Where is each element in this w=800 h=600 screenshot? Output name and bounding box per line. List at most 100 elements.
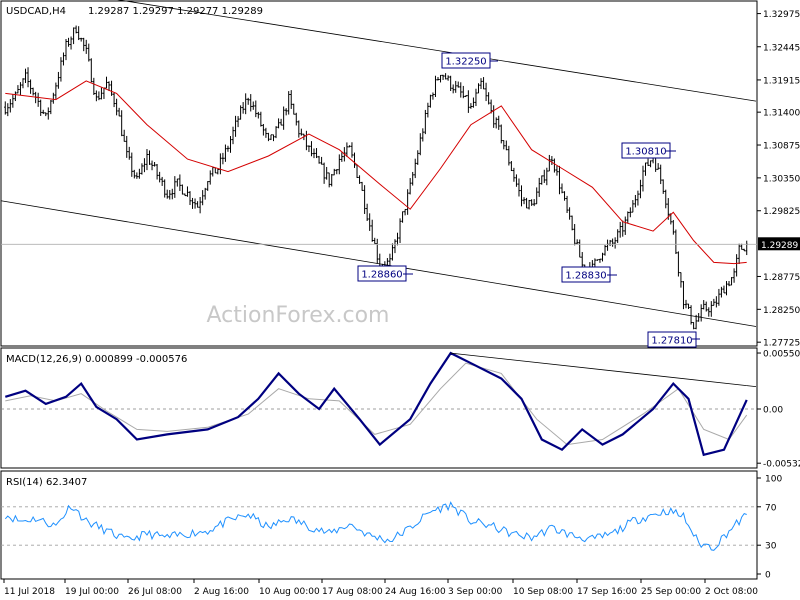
price-bar — [408, 178, 412, 195]
price-pane-frame — [0, 0, 758, 347]
price-tick-label: 1.32975 — [763, 10, 800, 20]
price-bar — [277, 118, 280, 129]
price-bar — [143, 158, 146, 173]
price-tick-label: 1.28775 — [763, 273, 800, 283]
price-bar — [125, 135, 128, 158]
price-bar — [722, 285, 726, 294]
price-bar — [682, 281, 685, 310]
price-bar — [221, 152, 225, 165]
price-bar — [573, 224, 576, 246]
price-bar — [563, 191, 566, 201]
price-bar — [629, 207, 632, 218]
price-bar — [239, 105, 242, 120]
annotation-label: 1.30810 — [625, 147, 666, 158]
price-bar — [398, 218, 402, 243]
price-bar — [241, 102, 245, 114]
rsi-tick-label: 100 — [765, 475, 782, 485]
price-tick-label: 1.31915 — [763, 76, 800, 86]
price-bar — [667, 198, 670, 220]
price-bar — [274, 126, 278, 139]
rsi-tick-label: 30 — [765, 542, 777, 552]
price-bar — [368, 213, 371, 231]
price-bar — [160, 176, 164, 186]
time-tick-label: 19 Jul 00:00 — [65, 587, 119, 597]
price-bar — [85, 39, 88, 54]
price-bar — [613, 237, 617, 249]
price-bar — [616, 229, 619, 243]
time-axis: 11 Jul 2018 19 Jul 00:00 26 Jul 08:00 2 Aug… — [3, 579, 758, 597]
price-bar — [92, 77, 96, 95]
price-bar — [545, 167, 549, 186]
macd-trendline-ext — [746, 385, 757, 388]
price-bar — [449, 75, 452, 91]
price-bar — [24, 68, 27, 83]
price-bar — [229, 136, 232, 153]
price-bar — [95, 90, 98, 102]
price-bar — [59, 57, 63, 82]
price-bar — [634, 194, 637, 208]
price-bar — [150, 160, 154, 171]
price-bar — [11, 94, 15, 108]
price-bar — [431, 92, 435, 100]
price-bar — [259, 111, 263, 127]
price-bar — [500, 124, 503, 144]
rsi-series — [4, 501, 747, 551]
price-bar — [145, 149, 149, 171]
price-bar — [520, 185, 523, 207]
price-bar — [565, 195, 569, 213]
price-bar — [82, 37, 85, 52]
price-bar — [684, 299, 688, 309]
price-bar — [664, 189, 667, 209]
annotation-label: 1.27810 — [651, 336, 692, 347]
price-bar — [87, 43, 90, 62]
price-bar — [292, 103, 295, 115]
price-bar — [715, 296, 718, 308]
price-bar — [360, 181, 364, 191]
price-bar — [234, 115, 237, 137]
price-bar — [300, 128, 303, 136]
price-bar — [697, 313, 700, 322]
channel-lower-line — [0, 200, 757, 327]
price-bar — [77, 26, 80, 41]
price-bar — [393, 239, 397, 254]
price-bar — [403, 208, 407, 216]
price-bar — [173, 176, 177, 198]
price-bar — [596, 259, 599, 261]
rsi-axis: 100 70 30 0 — [1, 475, 782, 581]
price-bar — [350, 142, 354, 158]
time-tick-label: 10 Aug 00:00 — [259, 587, 320, 597]
price-bar — [100, 87, 103, 100]
price-bar — [14, 91, 17, 102]
price-bar — [340, 152, 344, 162]
price-bar — [284, 108, 288, 116]
time-tick-label: 26 Jul 08:00 — [128, 587, 182, 597]
price-bar — [474, 88, 478, 107]
price-bar — [451, 84, 455, 94]
price-annotation: 1.28860 — [357, 265, 413, 282]
price-bar — [49, 100, 53, 115]
price-bar — [624, 216, 627, 235]
price-bar — [656, 163, 660, 170]
price-bar — [555, 165, 559, 176]
price-bar — [376, 238, 379, 264]
rsi-tick-label: 70 — [765, 503, 777, 513]
price-bar — [193, 198, 197, 209]
annotation-label: 1.28860 — [361, 270, 402, 281]
price-bar — [54, 82, 58, 99]
price-bar — [512, 167, 516, 182]
price-bar — [107, 81, 111, 92]
price-annotation: 1.30810 — [621, 142, 676, 159]
price-bar — [530, 199, 533, 206]
price-bar — [702, 300, 705, 310]
price-bar — [522, 197, 526, 205]
price-bar — [672, 220, 675, 235]
price-bar — [527, 199, 531, 210]
price-bar — [454, 80, 457, 93]
price-bar — [674, 229, 678, 255]
price-bar — [338, 154, 341, 175]
price-bar — [330, 173, 333, 187]
rsi-line — [4, 501, 747, 551]
price-bar — [279, 118, 283, 126]
price-bar — [495, 117, 498, 129]
time-tick-label: 17 Aug 08:00 — [322, 587, 383, 597]
